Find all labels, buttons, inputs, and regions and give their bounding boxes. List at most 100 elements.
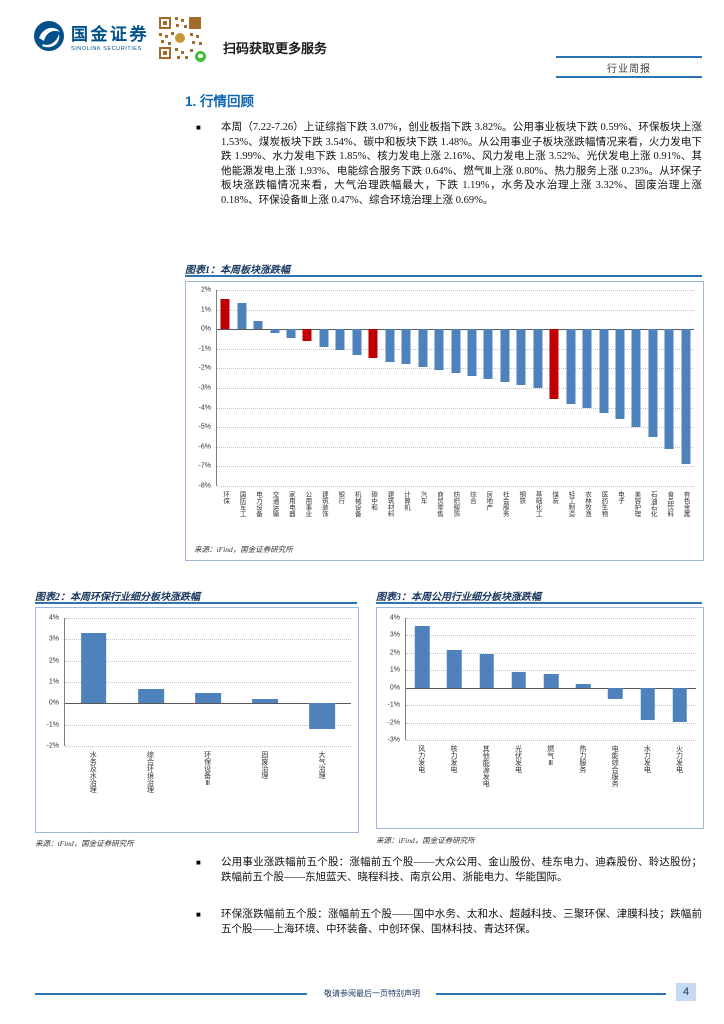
x-axis-label: 建筑装饰 xyxy=(320,491,328,517)
footer-rule-right xyxy=(436,993,666,995)
gridline xyxy=(65,660,351,662)
bullet-marker: ■ xyxy=(196,123,201,132)
x-axis-label: 公用事业 xyxy=(303,491,311,517)
report-type-label: 行业周报 xyxy=(607,64,651,75)
qr-code xyxy=(157,15,207,63)
bar xyxy=(575,683,591,688)
y-tick-label: 0% xyxy=(48,699,59,707)
footer-rule-left xyxy=(35,993,307,995)
figure2-y-axis: 4% 3% 2% 1% 0% -1% -2% xyxy=(36,615,62,750)
figure1-x-axis-labels: 环保 国防军工 电力设备 交通运输 家用电器 公用事业 建筑装饰 银行 机械设备 碳中和 建筑材料计… xyxy=(216,488,693,546)
bar xyxy=(664,329,674,449)
bar xyxy=(549,329,559,399)
figure3-title-rule xyxy=(376,602,702,604)
y-tick-label: -8% xyxy=(198,482,211,490)
figure2-title: 图表2：本周环保行业细分板块涨跌幅 xyxy=(35,592,200,603)
y-tick-label: 1% xyxy=(48,678,59,686)
bar xyxy=(599,329,609,414)
y-tick-label: 2% xyxy=(48,657,59,665)
page-number: 4 xyxy=(676,983,696,1001)
x-axis-label: 石油石化 xyxy=(649,491,657,517)
gridline xyxy=(217,486,694,487)
y-tick-label: -1% xyxy=(46,721,59,729)
x-axis-label: 光伏发电 xyxy=(514,745,523,773)
x-axis-label: 国防军工 xyxy=(238,491,246,517)
gridline xyxy=(65,746,351,747)
y-tick-label: 3% xyxy=(389,631,400,639)
gridline xyxy=(65,682,351,683)
qr-caption: 扫码获取更多服务 xyxy=(223,41,328,56)
y-tick-label: -3% xyxy=(198,384,211,392)
x-axis-label: 计算机 xyxy=(402,491,410,511)
x-axis-label: 汽车 xyxy=(419,491,426,504)
y-tick-label: 1% xyxy=(389,666,400,674)
figure2-x-axis-labels: 水务及水治理 综合环境治理 环保设备Ⅲ 固废治理 大气治理 xyxy=(64,748,350,828)
bar xyxy=(582,329,592,408)
bar xyxy=(414,626,430,688)
figure3-plot-area xyxy=(405,618,696,741)
bar xyxy=(533,329,543,388)
zero-axis-line xyxy=(65,703,351,705)
bar xyxy=(434,329,444,371)
y-tick-label: 2% xyxy=(200,286,211,294)
x-axis-label: 电力设备 xyxy=(254,491,262,517)
sinolink-logo-icon xyxy=(34,21,64,51)
x-axis-label: 医药生物 xyxy=(599,491,607,517)
bar xyxy=(566,329,576,404)
gridline xyxy=(217,427,694,429)
gridline xyxy=(406,618,696,619)
market-review-paragraph: 本周（7.22-7.26）上证综指下跌 3.07%，创业板指下跌 3.82%。公… xyxy=(221,122,702,206)
y-tick-label: 2% xyxy=(389,649,400,657)
y-tick-label: -2% xyxy=(387,719,400,727)
bar xyxy=(220,299,230,330)
figure1-plot-area xyxy=(216,290,694,487)
y-tick-label: -6% xyxy=(198,443,211,451)
y-tick-label: -1% xyxy=(387,701,400,709)
y-tick-label: 4% xyxy=(389,614,400,622)
x-axis-label: 钢铁 xyxy=(517,491,525,504)
bar xyxy=(447,650,462,688)
bar xyxy=(479,654,494,688)
x-axis-label: 水力发电 xyxy=(643,745,652,773)
x-axis-label: 电子 xyxy=(616,491,624,504)
environment-stocks-paragraph: 环保涨跌幅前五个股：涨幅前五个股——国中水务、太和水、超越科技、三聚环保、津膜科… xyxy=(221,909,702,935)
y-tick-label: 3% xyxy=(48,635,59,643)
gridline xyxy=(65,639,351,641)
x-axis-label: 煤炭 xyxy=(550,491,558,504)
bullet-marker: ■ xyxy=(196,858,201,867)
footer-disclaimer: 敬请参阅最后一页特别声明 xyxy=(324,989,420,998)
bar xyxy=(648,329,658,437)
gridline xyxy=(217,290,694,291)
bar xyxy=(631,329,641,428)
x-axis-label: 水务及水治理 xyxy=(89,751,98,793)
figure3-x-axis-labels: 风力发电 核力发电 其他能源发电 光伏发电 燃气Ⅲ 热力服务 电能综合服务 水力发电 火力发电 xyxy=(405,742,695,822)
x-axis-label: 交通运输 xyxy=(270,491,278,517)
bar xyxy=(450,329,461,374)
figure3-source: 来源：iFind，国金证券研究所 xyxy=(376,836,475,845)
gridline xyxy=(217,309,694,311)
y-tick-label: 1% xyxy=(200,306,211,314)
y-tick-label: -1% xyxy=(198,345,211,353)
gridline xyxy=(406,652,696,654)
brand-name-en: SINOLINK SECURITIES xyxy=(71,46,142,52)
gridline xyxy=(406,740,696,741)
x-axis-label: 机械设备 xyxy=(353,491,361,517)
figure1-y-axis: 2% 1% 0% -1% -2% -3% -4% -5% -6% -7% -8% xyxy=(186,286,214,490)
bullet-marker: ■ xyxy=(196,910,201,919)
bar xyxy=(516,329,526,386)
sinolink-logo: 国金证券 SINOLINK SECURITIES xyxy=(33,20,149,52)
x-axis-label: 固废治理 xyxy=(260,751,269,779)
zero-axis-line xyxy=(406,687,696,689)
x-axis-label: 美容护理 xyxy=(632,491,640,517)
bar xyxy=(368,329,378,359)
brand-name-cn: 国金证券 xyxy=(71,25,149,44)
bar xyxy=(286,329,296,338)
bar xyxy=(302,329,312,341)
x-axis-label: 风力发电 xyxy=(417,745,426,773)
gridline xyxy=(217,407,694,409)
qr-code-image xyxy=(157,15,203,61)
x-axis-label: 综合环境治理 xyxy=(146,751,155,793)
bar xyxy=(608,687,623,699)
bar xyxy=(483,329,493,380)
figure1-chart: 2% 1% 0% -1% -2% -3% -4% -5% -6% -7% -8% 环保 国防军工 电力设… xyxy=(185,281,704,561)
